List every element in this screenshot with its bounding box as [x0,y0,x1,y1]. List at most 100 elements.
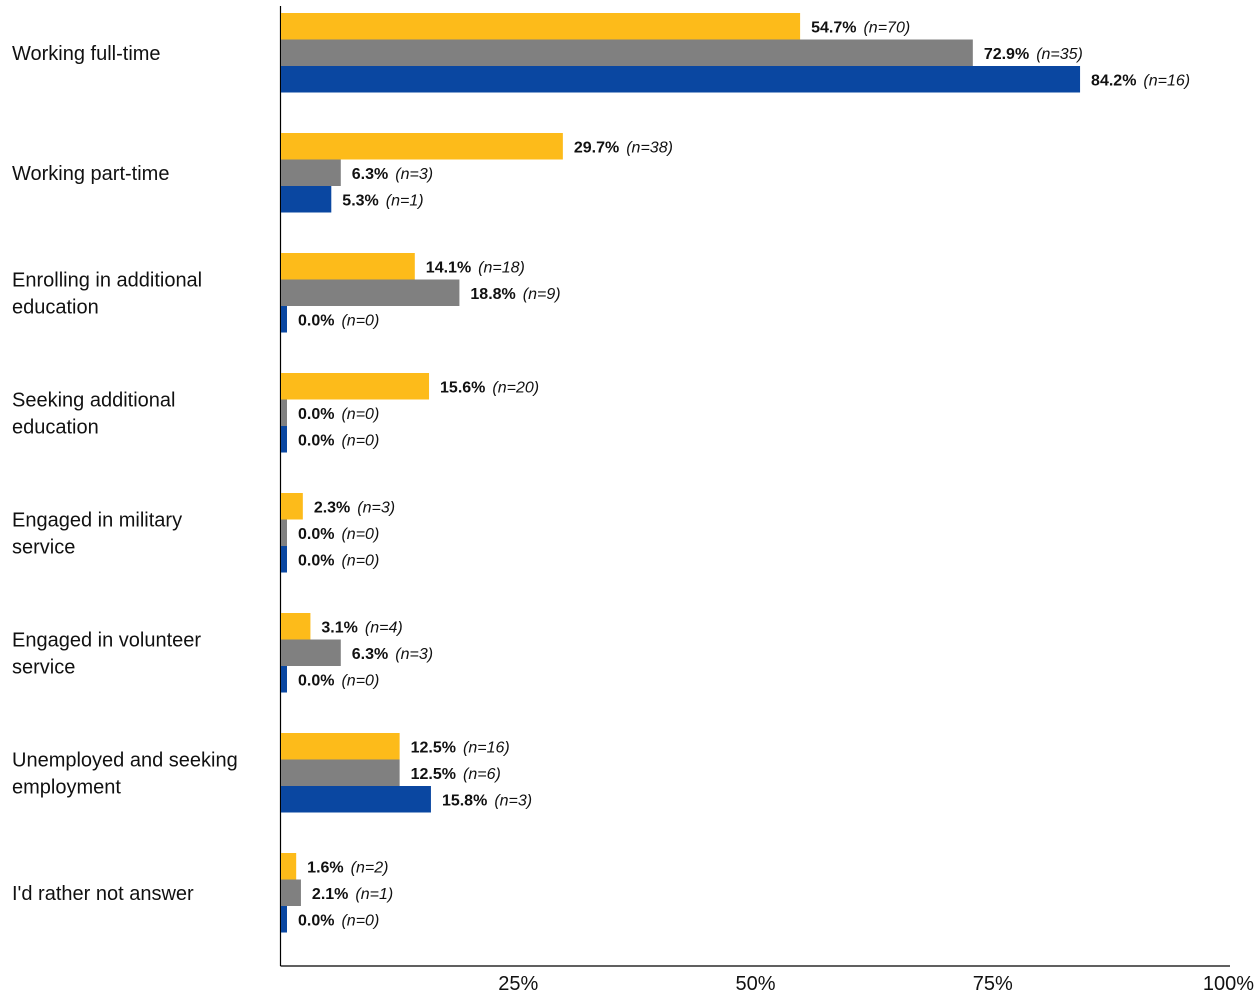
data-label-percent: 0.0% [298,312,334,329]
category-label: service [12,536,75,558]
data-label-count: (n=20) [492,379,539,396]
category-label: I'd rather not answer [12,883,194,905]
data-label-count: (n=3) [357,499,395,516]
data-label-percent: 72.9% [984,46,1029,63]
data-label: 72.9% (n=35) [984,46,1083,63]
data-label-percent: 29.7% [574,139,619,156]
bar [281,639,341,666]
data-label-percent: 84.2% [1091,72,1136,89]
x-tick-label: 75% [973,973,1013,995]
data-label-count: (n=0) [341,432,379,449]
data-label: 2.3% (n=3) [314,499,395,516]
data-label-count: (n=0) [341,912,379,929]
data-label-percent: 54.7% [811,19,856,36]
data-label: 0.0% (n=0) [298,312,379,329]
data-label: 54.7% (n=70) [811,19,910,36]
bar [281,133,563,160]
category-label: Engaged in military [12,509,182,531]
data-label-percent: 6.3% [352,646,388,663]
bar [281,426,287,453]
data-label: 14.1% (n=18) [426,259,525,276]
data-label-count: (n=1) [355,886,393,903]
x-tick-label: 25% [498,973,538,995]
data-label-percent: 1.6% [307,859,343,876]
data-label: 29.7% (n=38) [574,139,673,156]
data-label: 0.0% (n=0) [298,672,379,689]
data-label: 84.2% (n=16) [1091,72,1190,89]
data-label-count: (n=18) [478,259,525,276]
data-label-percent: 12.5% [411,739,456,756]
bar [281,546,287,573]
data-label-count: (n=16) [1143,72,1190,89]
data-label: 0.0% (n=0) [298,912,379,929]
bar [281,159,341,186]
bar [281,66,1081,93]
category-label: Working full-time [12,43,161,65]
category-label: Engaged in volunteer [12,629,201,651]
data-label-count: (n=3) [395,646,433,663]
data-label-count: (n=6) [463,766,501,783]
x-tick-label: 50% [735,973,775,995]
data-label-percent: 2.1% [312,886,348,903]
data-label-count: (n=0) [341,672,379,689]
data-label-percent: 0.0% [298,672,334,689]
labels-layer: Working full-time Working part-time Enroll… [12,19,1190,929]
data-label-percent: 5.3% [342,192,378,209]
data-label: 3.1% (n=4) [321,619,402,636]
data-label-percent: 14.1% [426,259,471,276]
data-label: 0.0% (n=0) [298,432,379,449]
data-label-percent: 3.1% [321,619,357,636]
bar [281,879,301,906]
data-label-count: (n=0) [341,312,379,329]
data-label-count: (n=35) [1036,46,1083,63]
data-label: 2.1% (n=1) [312,886,393,903]
bar [281,906,287,933]
category-label: Working part-time [12,163,169,185]
bar [281,39,973,66]
bar [281,786,431,813]
data-label: 5.3% (n=1) [342,192,423,209]
bar [281,399,287,426]
data-label: 15.6% (n=20) [440,379,539,396]
data-label-count: (n=3) [494,792,532,809]
bar [281,186,332,213]
data-label-percent: 0.0% [298,432,334,449]
data-label-count: (n=3) [395,166,433,183]
data-label-count: (n=4) [365,619,403,636]
data-label-count: (n=16) [463,739,510,756]
bar [281,666,287,693]
bar [281,853,297,880]
data-label-percent: 0.0% [298,406,334,423]
data-label: 18.8% (n=9) [470,286,560,303]
category-label: service [12,656,75,678]
data-label-percent: 2.3% [314,499,350,516]
bar [281,279,460,306]
bar [281,306,287,333]
data-label-count: (n=2) [351,859,389,876]
data-label-percent: 15.8% [442,792,487,809]
data-label-percent: 0.0% [298,552,334,569]
category-label: employment [12,776,121,798]
category-label: education [12,296,99,318]
bar [281,519,287,546]
data-label: 0.0% (n=0) [298,552,379,569]
data-label-count: (n=38) [626,139,673,156]
data-label: 15.8% (n=3) [442,792,532,809]
category-label: Enrolling in additional [12,269,202,291]
data-label: 0.0% (n=0) [298,526,379,543]
data-label-percent: 12.5% [411,766,456,783]
category-label: education [12,416,99,438]
data-label: 0.0% (n=0) [298,406,379,423]
bar [281,733,400,760]
data-label-percent: 15.6% [440,379,485,396]
axis-layer: 25% 50% 75% 100% [279,6,1254,995]
x-tick-label: 100% [1203,973,1254,995]
data-label: 12.5% (n=16) [411,739,510,756]
data-label-percent: 0.0% [298,526,334,543]
data-label-percent: 0.0% [298,912,334,929]
bar [281,13,801,40]
bars-layer [281,13,1081,933]
data-label: 1.6% (n=2) [307,859,388,876]
data-label: 6.3% (n=3) [352,646,433,663]
